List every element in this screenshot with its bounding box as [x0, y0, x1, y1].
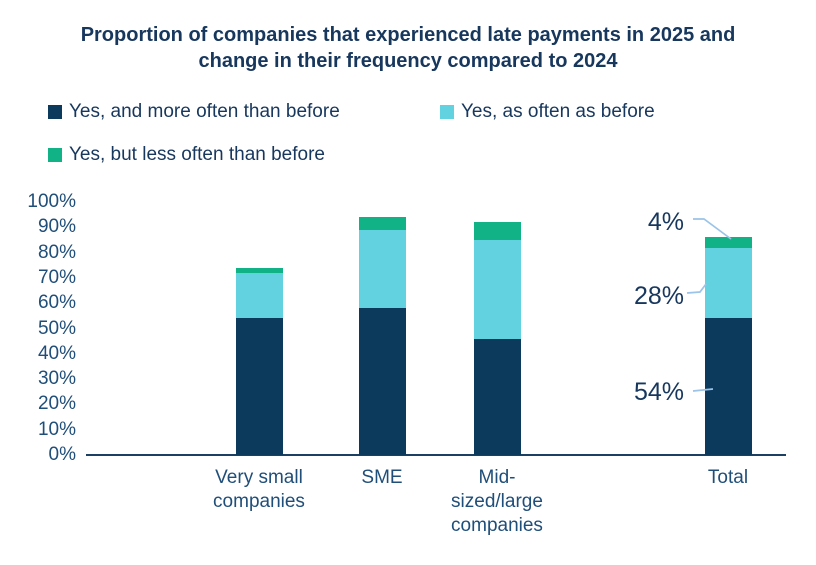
legend-label: Yes, as often as before	[461, 101, 655, 122]
y-axis-tick-label: 30%	[37, 368, 76, 390]
x-axis-category-label: Very small companies	[213, 467, 305, 512]
y-axis-tick-label: 80%	[37, 241, 76, 263]
bar-segment	[704, 237, 752, 248]
x-axis-category-label: Mid-sized/large companies	[451, 467, 543, 536]
y-axis-tick-label: 0%	[48, 444, 76, 465]
bar-segment	[358, 229, 406, 309]
bar-segment	[473, 239, 521, 339]
bar-segment	[704, 247, 752, 319]
bar-segment	[473, 222, 521, 240]
legend-item-as-often: Yes, as often as before	[440, 101, 655, 123]
y-axis-tick-label: 40%	[37, 342, 76, 364]
bar-segment	[235, 267, 283, 273]
bar-segment	[358, 308, 406, 455]
legend-label: Yes, and more often than before	[69, 101, 340, 122]
y-axis-tick-label: 70%	[37, 266, 76, 288]
y-axis-tick-label: 90%	[37, 216, 76, 238]
legend-item-less-often: Yes, but less often than before	[48, 144, 325, 166]
bar-segment	[235, 318, 283, 455]
y-axis-tick-label: 20%	[37, 393, 76, 415]
bar-segment	[704, 318, 752, 455]
x-axis-category-label: Total	[707, 467, 749, 488]
legend-label: Yes, but less often than before	[69, 144, 325, 165]
chart-title: Proportion of companies that experienced…	[80, 24, 736, 72]
x-axis-category-label: SME	[361, 467, 403, 488]
data-label-total-less-often: 4%	[647, 208, 684, 236]
legend-swatch-less-often-icon	[48, 148, 62, 162]
legend-swatch-as-often-icon	[440, 105, 454, 119]
y-axis-tick-label: 10%	[37, 418, 76, 440]
bar-segment	[235, 272, 283, 319]
y-axis-tick-label: 60%	[37, 292, 76, 314]
legend-swatch-more-often-icon	[48, 105, 62, 119]
y-axis-tick-label: 50%	[37, 317, 76, 339]
data-label-total-as-often: 28%	[633, 282, 684, 310]
bar-segment	[473, 338, 521, 455]
bar-segment	[358, 217, 406, 230]
y-axis-tick-label: 100%	[27, 191, 76, 212]
data-label-total-more-often: 54%	[633, 378, 684, 406]
legend-item-more-often: Yes, and more often than before	[48, 101, 340, 123]
x-axis-line	[86, 454, 786, 456]
